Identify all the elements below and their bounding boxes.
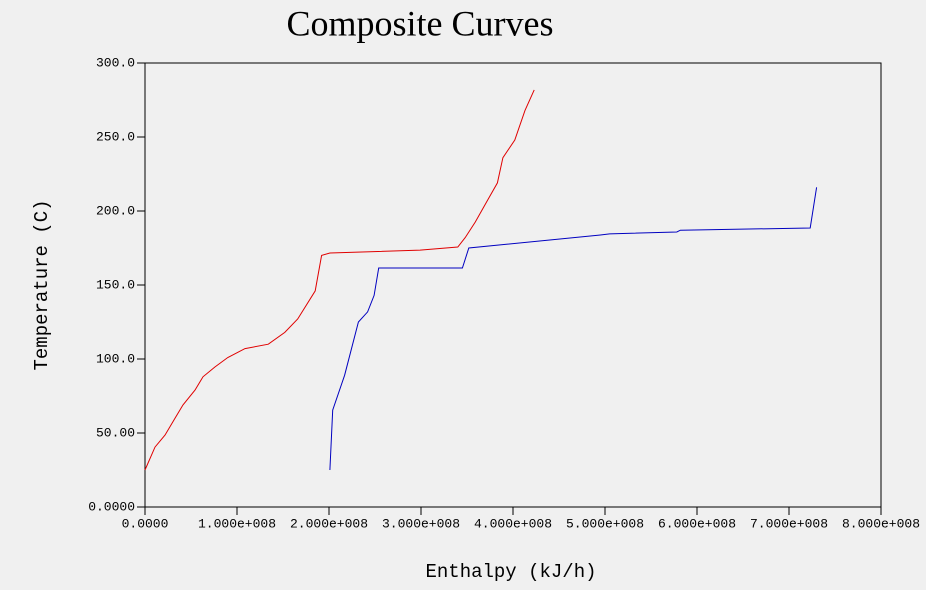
y-tick-label: 200.0 <box>96 203 135 218</box>
y-tick-label: 250.0 <box>96 129 135 144</box>
y-tick-label: 50.00 <box>96 425 135 440</box>
chart-title: Composite Curves <box>287 3 554 43</box>
curve <box>144 89 535 471</box>
x-tick-label: 8.000e+008 <box>842 516 920 531</box>
x-tick-label: 1.000e+008 <box>198 516 276 531</box>
y-tick-label: 0.0000 <box>88 499 135 514</box>
y-tick-label: 150.0 <box>96 277 135 292</box>
x-tick-label: 6.000e+008 <box>658 516 736 531</box>
x-tick-label: 7.000e+008 <box>750 516 828 531</box>
x-tick-label: 2.000e+008 <box>290 516 368 531</box>
x-tick-label: 0.0000 <box>122 516 169 531</box>
x-tick-label: 4.000e+008 <box>474 516 552 531</box>
x-tick-label: 3.000e+008 <box>382 516 460 531</box>
plot-frame <box>144 62 882 508</box>
y-tick-label: 300.0 <box>96 55 135 70</box>
x-tick-label: 5.000e+008 <box>566 516 644 531</box>
y-tick-label: 100.0 <box>96 351 135 366</box>
x-axis-label: Enthalpy (kJ/h) <box>425 561 596 583</box>
curve <box>329 187 818 471</box>
y-axis-label: Temperature (C) <box>31 199 53 370</box>
